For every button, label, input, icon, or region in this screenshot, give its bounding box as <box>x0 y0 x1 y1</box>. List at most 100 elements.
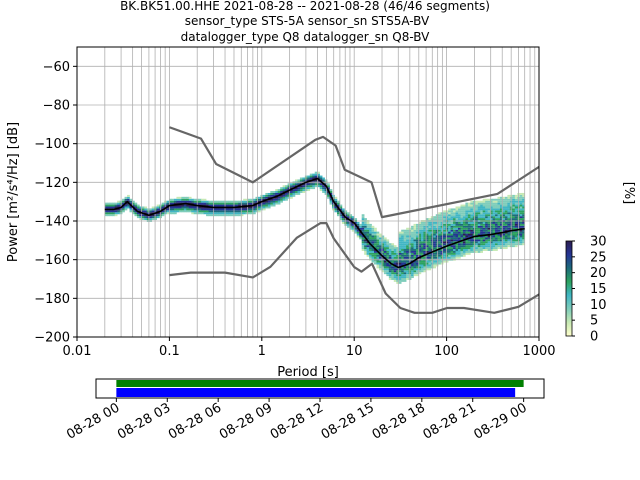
heatmap-cell <box>364 223 367 226</box>
heatmap-cell <box>166 208 170 211</box>
heatmap-cell <box>462 252 466 255</box>
heatmap-cell <box>448 239 451 242</box>
heatmap-cell <box>262 196 266 199</box>
heatmap-cell <box>361 227 365 230</box>
heatmap-cell <box>371 252 375 255</box>
heatmap-cell <box>512 227 516 230</box>
heatmap-cell <box>495 235 498 238</box>
colorbar-tick-label: 0 <box>590 330 598 345</box>
heatmap-cell <box>238 200 241 203</box>
heatmap-cell <box>458 223 461 226</box>
heatmap-cell <box>467 225 471 228</box>
heatmap-cell <box>499 196 503 199</box>
heatmap-cell <box>462 214 466 217</box>
heatmap-cell <box>413 272 417 275</box>
heatmap-cell <box>374 245 377 248</box>
heatmap-cell <box>228 208 232 211</box>
heatmap-cell <box>393 260 397 263</box>
heatmap-cell <box>453 223 456 226</box>
heatmap-cell <box>460 223 464 226</box>
heatmap-cell <box>455 247 459 250</box>
heatmap-cell <box>406 278 409 280</box>
heatmap-cell <box>334 208 338 211</box>
heatmap-cell <box>366 243 370 246</box>
heatmap-cell <box>423 270 427 273</box>
heatmap-cell <box>502 221 506 224</box>
heatmap-cell <box>312 177 316 180</box>
heatmap-cell <box>485 231 488 234</box>
heatmap-cell <box>502 241 506 244</box>
heatmap-cell <box>453 210 456 213</box>
heatmap-cell <box>213 210 217 213</box>
heatmap-cell <box>487 241 491 244</box>
heatmap-cell <box>406 260 409 263</box>
heatmap-cell <box>504 206 508 209</box>
heatmap-cell <box>336 204 340 207</box>
heatmap-cell <box>378 254 382 257</box>
heatmap-cell <box>420 241 424 244</box>
heatmap-cell <box>371 256 375 259</box>
heatmap-cell <box>443 221 446 224</box>
heatmap-cell <box>512 235 516 238</box>
heatmap-cell <box>351 229 355 232</box>
heatmap-cell <box>208 214 212 217</box>
heatmap-cell <box>398 245 402 248</box>
heatmap-cell <box>359 225 362 228</box>
heatmap-cell <box>467 233 471 236</box>
heatmap-cell <box>250 202 254 205</box>
heatmap-cell <box>364 243 367 246</box>
heatmap-cell <box>270 200 274 203</box>
heatmap-cell <box>450 237 454 240</box>
title-line-1: BK.BK51.00.HHE 2021-08-28 -- 2021-08-28 … <box>120 0 490 13</box>
heatmap-cell <box>443 216 446 219</box>
heatmap-cell <box>467 223 471 226</box>
heatmap-cell <box>495 223 498 226</box>
heatmap-cell <box>401 235 404 238</box>
heatmap-cell <box>482 212 486 215</box>
heatmap-cell <box>445 223 449 226</box>
heatmap-cell <box>151 208 155 211</box>
heatmap-cell <box>191 200 195 203</box>
heatmap-cell <box>480 216 483 219</box>
heatmap-cell <box>146 212 150 215</box>
heatmap-cell <box>490 208 493 211</box>
heatmap-cell <box>391 260 395 263</box>
heatmap-cell <box>262 204 266 207</box>
heatmap-cell <box>502 229 506 232</box>
heatmap-cell <box>477 206 481 209</box>
heatmap-cell <box>470 218 474 221</box>
heatmap-cell <box>406 266 409 269</box>
heatmap-cell <box>482 208 486 211</box>
heatmap-cell <box>499 241 503 244</box>
heatmap-cell <box>307 189 311 192</box>
heatmap-cell <box>411 262 414 265</box>
heatmap-cell <box>497 221 501 224</box>
heatmap-cell <box>364 235 367 238</box>
heatmap-cell <box>490 204 493 207</box>
heatmap-cell <box>504 233 508 236</box>
heatmap-cell <box>467 250 471 253</box>
heatmap-cell <box>480 206 483 209</box>
heatmap-cell <box>376 249 380 251</box>
heatmap-cell <box>453 250 456 253</box>
heatmap-cell <box>455 221 459 224</box>
heatmap-cell <box>181 196 185 199</box>
heatmap-cell <box>122 202 125 205</box>
heatmap-cell <box>467 239 471 242</box>
heatmap-cell <box>512 208 516 211</box>
heatmap-cell <box>490 212 493 215</box>
heatmap-cell <box>480 247 483 250</box>
heatmap-cell <box>388 247 392 250</box>
heatmap-cell <box>470 223 474 226</box>
heatmap-cell <box>297 179 301 182</box>
heatmap-cell <box>319 175 323 178</box>
heatmap-cell <box>349 214 353 217</box>
heatmap-cell <box>495 210 498 213</box>
heatmap-cell <box>307 187 311 190</box>
heatmap-cell <box>391 278 395 280</box>
heatmap-cell <box>378 233 382 236</box>
heatmap-cell <box>354 225 358 228</box>
heatmap-cell <box>480 250 483 253</box>
heatmap-cell <box>450 214 454 217</box>
heatmap-cell <box>423 249 427 251</box>
